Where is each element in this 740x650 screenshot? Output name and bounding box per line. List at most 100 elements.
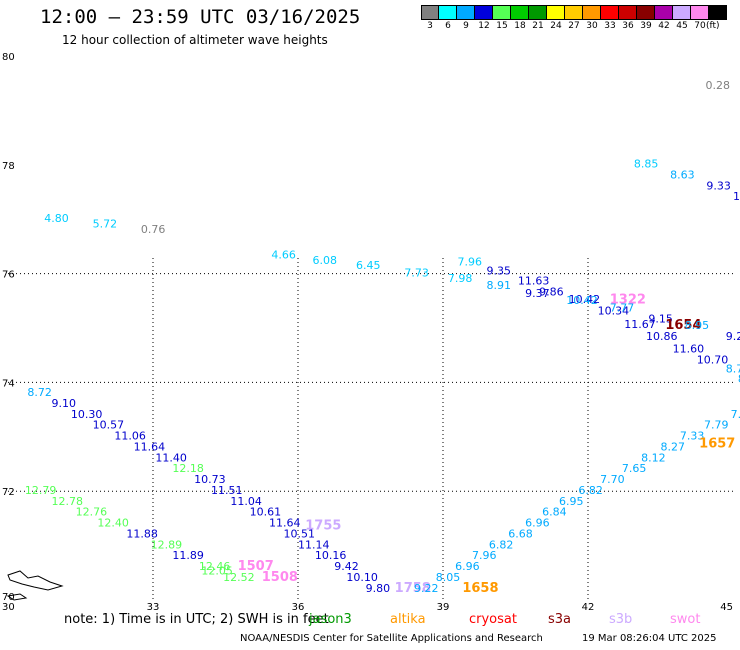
wave-height-label: 8.27 bbox=[661, 440, 686, 453]
wave-height-label: 6.96 bbox=[455, 560, 480, 573]
color-scale-label: 18 bbox=[514, 21, 526, 31]
wave-height-label: 6.82 bbox=[489, 538, 513, 551]
color-scale-label: 21 bbox=[532, 21, 544, 31]
color-scale-bin: 6 bbox=[439, 5, 457, 37]
footer-credit: NOAA/NESDIS Center for Satellite Applica… bbox=[240, 633, 543, 644]
axis-tick-labels: 30 33 36 39 42 45 70 72 74 76 78 80 0.28 bbox=[2, 52, 733, 613]
lat-tick-label: 74 bbox=[2, 378, 15, 389]
color-scale-bin: 27 bbox=[565, 5, 583, 37]
wave-height-label: 10.30 bbox=[71, 408, 103, 421]
color-swatch bbox=[583, 5, 601, 20]
wave-height-label: 6.45 bbox=[356, 259, 381, 272]
color-swatch bbox=[547, 5, 565, 20]
wave-height-label: 11.63 bbox=[518, 274, 550, 287]
wave-height-label: 11.06 bbox=[114, 430, 146, 443]
lat-tick-label: 76 bbox=[2, 270, 15, 281]
wave-height-label: 4.80 bbox=[44, 212, 69, 225]
wave-height-label: 9.35 bbox=[487, 265, 512, 278]
color-scale-label: 27 bbox=[568, 21, 580, 31]
wave-height-label: 7.79 bbox=[704, 419, 729, 432]
wave-height-label: 12.46 bbox=[199, 560, 231, 573]
wave-height-label: 7.96 bbox=[458, 255, 483, 268]
color-scale-label: 33 bbox=[604, 21, 616, 31]
wave-height-label: 12.18 bbox=[172, 462, 204, 475]
pass-time-label: 1755 bbox=[305, 518, 341, 533]
satellite-legend-altika: altika bbox=[390, 612, 426, 627]
satellite-legend-cryosat: cryosat bbox=[469, 612, 517, 627]
wave-height-label: 4.66 bbox=[271, 248, 296, 261]
color-scale-label: 70 bbox=[694, 21, 706, 31]
color-swatch bbox=[637, 5, 655, 20]
color-scale-label: 42 bbox=[658, 21, 670, 31]
wave-height-label: 12.52 bbox=[223, 571, 255, 584]
color-scale-label: 12 bbox=[478, 21, 490, 31]
color-scale-label: 36 bbox=[622, 21, 634, 31]
lon-tick-label: 30 bbox=[2, 602, 15, 613]
wave-height-label: 12.89 bbox=[151, 538, 183, 551]
wave-height-label: 11.51 bbox=[211, 484, 243, 497]
wave-height-label: 12.40 bbox=[97, 517, 128, 530]
satellite-legend-s3b: s3b bbox=[609, 612, 633, 627]
wave-height-label: 6.68 bbox=[508, 527, 533, 540]
color-scale-bin: 42 bbox=[655, 5, 673, 37]
wave-height-label: 7.70 bbox=[600, 473, 625, 486]
wave-height-label: 6.95 bbox=[559, 495, 584, 508]
wave-height-label: 11.64 bbox=[269, 517, 301, 530]
color-scale-bin: 24 bbox=[547, 5, 565, 37]
wave-height-label: 9.37 bbox=[525, 287, 550, 300]
lon-tick-label: 33 bbox=[147, 602, 160, 613]
wave-height-label: 7.98 bbox=[448, 272, 473, 285]
wave-height-label: 8.85 bbox=[634, 158, 659, 171]
color-scale-label: 6 bbox=[445, 21, 451, 31]
color-scale-label: 39 bbox=[640, 21, 652, 31]
wave-height-label: 10.34 bbox=[598, 304, 630, 317]
wave-height-label: 10.42 bbox=[566, 294, 598, 307]
pass-time-label: 1658 bbox=[462, 581, 498, 596]
satellite-legend-swot: swot bbox=[670, 612, 701, 627]
pass-time-label: 1654 bbox=[665, 318, 701, 333]
wave-height-label: 5.72 bbox=[93, 217, 118, 230]
wave-height-label: 9.33 bbox=[706, 179, 731, 192]
satellite-legend-s3a: s3a bbox=[548, 612, 572, 627]
color-scale-bin: 15 bbox=[493, 5, 511, 37]
footer-note: note: 1) Time is in UTC; 2) SWH is in fe… bbox=[64, 612, 329, 627]
wave-height-label: 10.61 bbox=[250, 506, 282, 519]
wave-height-labels: 4.80 5.72 0.76 4.66 6.08 6.45 7.73 7.96 7.98 9.35… bbox=[25, 158, 740, 596]
wave-height-label: 10.86 bbox=[646, 330, 678, 343]
wave-height-label: 11.40 bbox=[155, 451, 187, 464]
wave-height-label: 10.51 bbox=[284, 527, 316, 540]
pass-time-label: 1322 bbox=[610, 293, 646, 308]
color-scale-bin: 70 bbox=[691, 5, 709, 37]
wave-height-label: 8.95 bbox=[685, 319, 710, 332]
lon-tick-label: 42 bbox=[582, 602, 595, 613]
wave-height-label: 9.29 bbox=[726, 330, 740, 343]
wave-height-label: 12.05 bbox=[201, 564, 233, 577]
scale-unit: (ft) bbox=[706, 21, 720, 31]
wave-height-label: 11.60 bbox=[673, 342, 705, 355]
pass-time-label: 1758 bbox=[395, 581, 431, 596]
color-scale-bin: 12 bbox=[475, 5, 493, 37]
color-scale-bin: 45 bbox=[673, 5, 691, 37]
color-swatch bbox=[529, 5, 547, 20]
lat-tick-label: 72 bbox=[2, 487, 15, 498]
wave-height-label: 10.57 bbox=[93, 419, 125, 432]
wave-height-label: 10.73 bbox=[194, 473, 226, 486]
wave-height-label: 9.86 bbox=[539, 285, 564, 298]
wave-height-label: 9.15 bbox=[648, 313, 673, 326]
color-swatch bbox=[673, 5, 691, 20]
wave-height-label: 8 bbox=[738, 372, 740, 385]
wave-height-label: 10.16 bbox=[315, 549, 347, 562]
wave-height-label: 10.42 bbox=[569, 293, 601, 306]
color-scale-legend: 3 6 9 12 15 18 21 24 27 30 33 36 39 42 45 70 bbox=[421, 5, 727, 37]
wave-height-label: 10 bbox=[733, 190, 740, 203]
coastline bbox=[6, 570, 64, 601]
wave-height-label: 12.78 bbox=[52, 495, 84, 508]
wave-height-label: 8.63 bbox=[670, 168, 695, 181]
wave-height-label: 6.82 bbox=[578, 484, 603, 497]
wave-height-label: 6.96 bbox=[525, 517, 550, 530]
color-scale-bin: 36 bbox=[619, 5, 637, 37]
wave-height-label: 7.33 bbox=[680, 430, 705, 443]
color-scale-label: 24 bbox=[550, 21, 562, 31]
lat-tick-label: 70 bbox=[2, 592, 15, 603]
wave-height-label: 8.72 bbox=[27, 386, 52, 399]
